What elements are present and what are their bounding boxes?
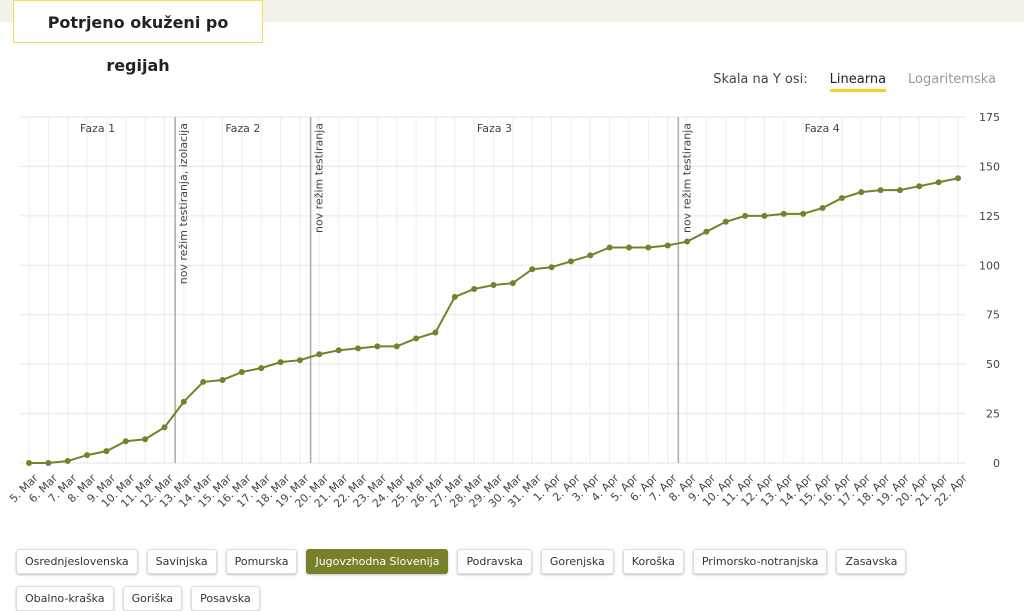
data-point [142, 436, 149, 443]
data-point [838, 195, 845, 202]
data-point [664, 242, 671, 249]
region-button[interactable]: Zasavska [836, 549, 907, 574]
data-point [529, 266, 536, 273]
y-tick-label: 150 [979, 160, 1000, 173]
data-point [625, 244, 632, 251]
region-button[interactable]: Goriška [122, 586, 183, 611]
data-point [606, 244, 613, 251]
data-point [567, 258, 574, 265]
region-button[interactable]: Pomurska [225, 549, 298, 574]
data-point [64, 458, 71, 465]
data-point [219, 376, 226, 383]
data-point [896, 187, 903, 194]
data-point [84, 452, 91, 459]
y-tick-label: 100 [979, 259, 1000, 272]
region-button[interactable]: Savinjska [146, 549, 217, 574]
data-point [490, 282, 497, 289]
y-tick-label: 125 [979, 210, 1000, 223]
data-point [296, 357, 303, 364]
data-point [432, 329, 439, 336]
data-point [509, 280, 516, 287]
region-button[interactable]: Podravska [457, 549, 532, 574]
y-tick-label: 50 [986, 358, 1000, 371]
region-button[interactable]: Koroška [622, 549, 684, 574]
data-point [180, 398, 187, 405]
data-point [161, 424, 168, 431]
phase-label: Faza 1 [80, 122, 115, 135]
data-point [800, 210, 807, 217]
data-point [587, 252, 594, 259]
data-point [684, 238, 691, 245]
y-tick-label: 25 [986, 408, 1000, 421]
data-point [819, 204, 826, 211]
data-point [335, 347, 342, 354]
data-point [258, 365, 265, 372]
event-label: nov režim testiranja [313, 123, 326, 233]
region-button[interactable]: Primorsko-notranjska [692, 549, 828, 574]
data-point [858, 189, 865, 196]
data-point [451, 293, 458, 300]
data-point [393, 343, 400, 350]
data-point [722, 218, 729, 225]
region-button[interactable]: Jugovzhodna Slovenija [306, 549, 449, 574]
scale-toggle: Skala na Y osi: Linearna Logaritemska [713, 72, 996, 92]
data-point [548, 264, 555, 271]
y-tick-label: 75 [986, 309, 1000, 322]
scale-label: Skala na Y osi: [713, 72, 808, 87]
region-button[interactable]: Gorenjska [540, 549, 614, 574]
data-point [200, 378, 207, 385]
y-tick-label: 0 [993, 457, 1000, 470]
data-point [413, 335, 420, 342]
data-point [26, 460, 32, 466]
data-point [316, 351, 323, 358]
data-point [780, 210, 787, 217]
scale-option[interactable]: Linearna [829, 72, 887, 92]
data-point [45, 460, 52, 466]
data-point [761, 212, 768, 219]
data-point [103, 448, 110, 455]
region-button[interactable]: Posavska [191, 586, 260, 611]
data-point [238, 369, 245, 376]
data-point [355, 345, 362, 352]
region-buttons: Osrednjeslovenska Savinjska Pomurska Jugovz… [16, 549, 966, 611]
title: Potrjeno okuženi po regijah [13, 0, 263, 75]
phase-label: Faza 3 [477, 122, 512, 135]
data-point [645, 244, 652, 251]
data-point [877, 187, 884, 194]
data-point [916, 183, 923, 190]
data-point [703, 228, 710, 235]
region-button[interactable]: Osrednjeslovenska [16, 549, 138, 574]
data-point [122, 438, 129, 445]
y-tick-label: 175 [979, 111, 1000, 124]
event-label: nov režim testiranja, izolacija [177, 123, 190, 284]
data-point [955, 175, 961, 182]
region-button[interactable]: Obalno-kraška [16, 586, 114, 611]
phase-label: Faza 4 [805, 122, 840, 135]
phase-label: Faza 2 [225, 122, 260, 135]
data-point [742, 212, 749, 219]
data-point [277, 359, 284, 366]
event-label: nov režim testiranja [680, 123, 693, 233]
data-point [935, 179, 942, 186]
data-point [471, 286, 478, 293]
scale-option[interactable]: Logaritemska [908, 72, 996, 87]
data-point [374, 343, 381, 350]
